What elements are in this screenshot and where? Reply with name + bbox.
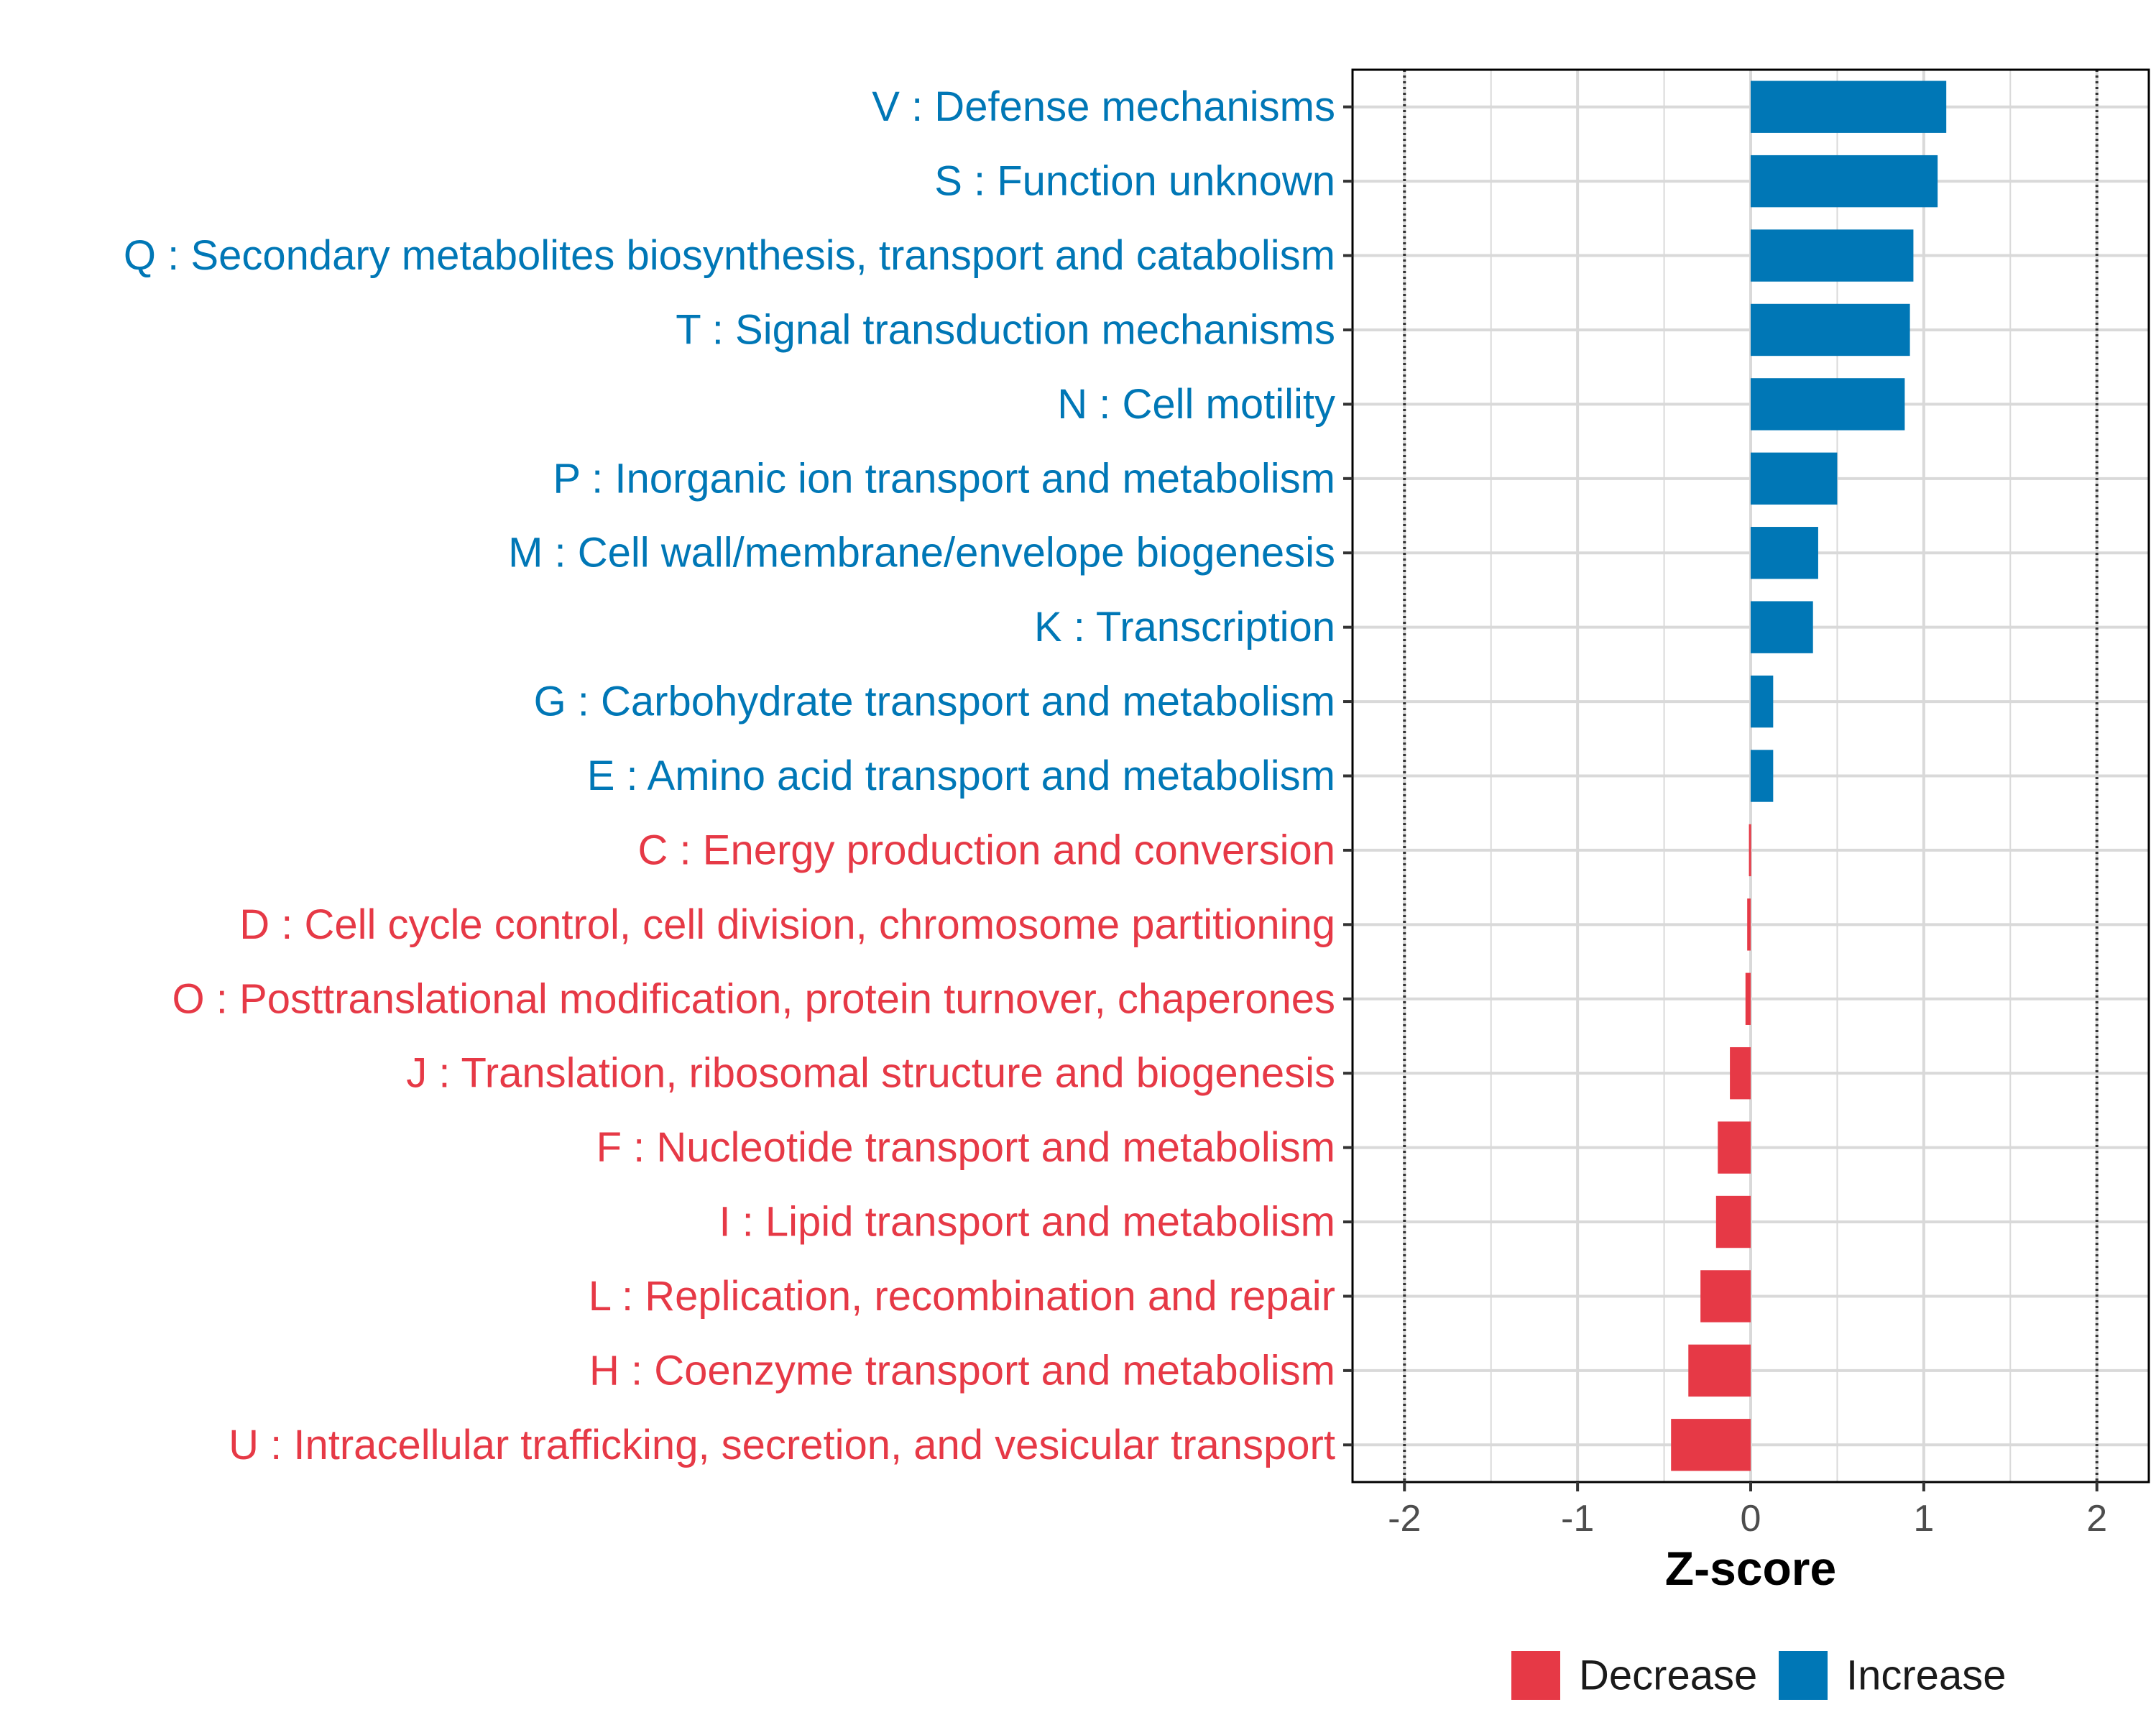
bar-i [1715, 1195, 1751, 1248]
bar-q [1751, 229, 1914, 282]
category-label: U : Intracellular trafficking, secretion… [229, 1422, 1335, 1468]
bars [1671, 80, 1947, 1471]
category-label: T : Signal transduction mechanisms [676, 306, 1335, 353]
category-label: Q : Secondary metabolites biosynthesis, … [124, 232, 1335, 279]
category-label: E : Amino acid transport and metabolism [587, 753, 1335, 799]
bar-k [1751, 601, 1813, 653]
legend-label-increase: Increase [1846, 1652, 2006, 1699]
category-label: S : Function unknown [934, 158, 1335, 205]
x-tick-label: -2 [1388, 1498, 1421, 1540]
category-label: G : Carbohydrate transport and metabolis… [534, 678, 1335, 725]
axis-ticks: -2 -1 0 1 2 [1343, 105, 2107, 1540]
category-label: H : Coenzyme transport and metabolism [589, 1347, 1335, 1394]
category-label: M : Cell wall/membrane/envelope biogenes… [508, 530, 1335, 576]
category-label: D : Cell cycle control, cell division, c… [239, 901, 1335, 948]
category-label: C : Energy production and conversion [638, 827, 1335, 873]
bar-e [1751, 750, 1774, 802]
category-label: V : Defense mechanisms [872, 83, 1335, 130]
category-label: F : Nucleotide transport and metabolism [596, 1124, 1335, 1171]
x-tick-label: -1 [1561, 1498, 1594, 1540]
x-axis-title: Z-score [1665, 1542, 1836, 1595]
bar-j [1730, 1046, 1751, 1100]
bar-l [1700, 1270, 1751, 1322]
category-label: N : Cell motility [1057, 381, 1335, 428]
category-label: L : Replication, recombination and repai… [589, 1273, 1335, 1320]
bar-m [1751, 527, 1818, 579]
bar-g [1751, 675, 1774, 728]
bar-h [1688, 1344, 1751, 1397]
bar-d [1747, 898, 1751, 951]
bar-s [1751, 155, 1938, 208]
category-label: J : Translation, ribosomal structure and… [406, 1050, 1335, 1097]
category-labels: V : Defense mechanisms S : Function unkno… [124, 83, 1335, 1468]
category-label: K : Transcription [1034, 604, 1335, 650]
category-label: I : Lipid transport and metabolism [719, 1199, 1335, 1246]
bar-p [1751, 452, 1838, 505]
bar-v [1751, 80, 1947, 133]
category-label: P : Inorganic ion transport and metaboli… [553, 455, 1335, 502]
bar-t [1751, 303, 1910, 356]
bar-c [1749, 824, 1751, 877]
bar-u [1671, 1419, 1751, 1471]
bar-n [1751, 378, 1905, 431]
legend-key-decrease [1511, 1651, 1560, 1700]
x-tick-label: 2 [2086, 1498, 2107, 1540]
category-label: O : Posttranslational modification, prot… [172, 975, 1335, 1022]
legend: Decrease Increase [1511, 1651, 2006, 1700]
x-tick-label: 0 [1741, 1498, 1761, 1540]
bar-o [1745, 972, 1751, 1025]
legend-key-increase [1779, 1651, 1828, 1700]
legend-label-decrease: Decrease [1579, 1652, 1757, 1699]
x-tick-label: 1 [1913, 1498, 1934, 1540]
bar-f [1718, 1121, 1751, 1174]
